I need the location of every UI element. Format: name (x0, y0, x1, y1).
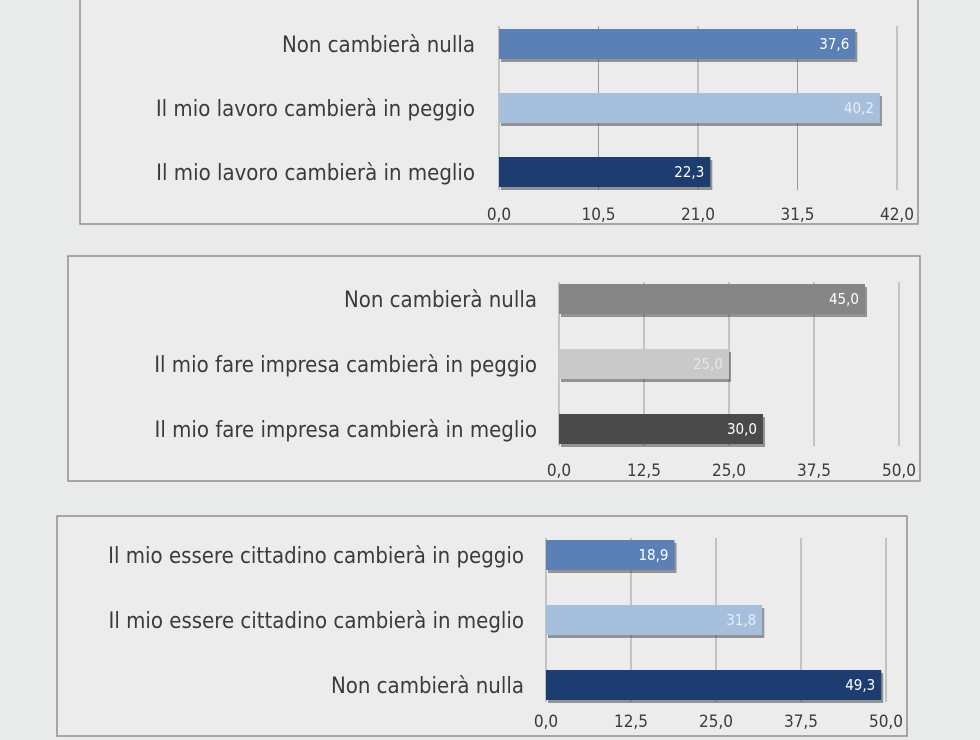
category-label: Il mio lavoro cambierà in meglio (156, 161, 475, 186)
bars: 37,6 40,2 22,3 (499, 29, 882, 190)
category-labels: Non cambierà nulla Il mio lavoro cambierà… (156, 33, 475, 186)
bar-value-label: 45,0 (829, 290, 859, 308)
chart-panel-cittadino: 18,9 31,8 49,3 Il mio essere cittadino cam… (56, 515, 908, 737)
bar-value-label: 30,0 (727, 420, 757, 438)
bar-value-label: 31,8 (726, 611, 756, 629)
bar-value-label: 18,9 (638, 546, 668, 564)
x-tick-label: 0,0 (547, 461, 571, 481)
bar (559, 284, 865, 314)
bar (559, 349, 729, 379)
bars: 45,0 25,0 30,0 (559, 284, 867, 447)
x-axis-ticks: 0,0 12,5 25,0 37,5 50,0 (534, 712, 903, 732)
x-axis-ticks: 0,0 10,5 21,0 31,5 42,0 (487, 205, 914, 225)
x-tick-label: 0,0 (487, 205, 511, 225)
bar-value-label: 40,2 (844, 99, 874, 117)
x-tick-label: 37,5 (797, 461, 831, 481)
category-labels: Non cambierà nulla Il mio fare impresa ca… (154, 288, 537, 443)
x-tick-label: 25,0 (712, 461, 746, 481)
category-label: Il mio essere cittadino cambierà in megl… (109, 609, 524, 634)
bar-value-label: 49,3 (845, 676, 875, 694)
x-tick-label: 42,0 (880, 205, 914, 225)
x-tick-label: 10,5 (581, 205, 615, 225)
bar (499, 157, 711, 187)
x-tick-label: 21,0 (681, 205, 715, 225)
x-tick-label: 37,5 (784, 712, 818, 732)
x-tick-label: 31,5 (780, 205, 814, 225)
category-label: Non cambierà nulla (331, 674, 524, 699)
bar (546, 540, 675, 570)
x-tick-label: 0,0 (534, 712, 558, 732)
bar (499, 93, 880, 123)
x-axis-ticks: 0,0 12,5 25,0 37,5 50,0 (547, 461, 916, 481)
x-tick-label: 12,5 (614, 712, 648, 732)
category-label: Il mio fare impresa cambierà in meglio (155, 418, 537, 443)
bar (559, 414, 763, 444)
chart-panel-impresa: 45,0 25,0 30,0 Non cambierà nulla Il mio fa… (67, 255, 921, 482)
bar (546, 605, 763, 635)
x-tick-label: 50,0 (882, 461, 916, 481)
x-tick-label: 12,5 (627, 461, 661, 481)
category-label: Non cambierà nulla (282, 33, 475, 58)
bar (546, 670, 882, 700)
bar-value-label: 22,3 (674, 163, 704, 181)
bar-value-label: 25,0 (693, 355, 723, 373)
chart-panel-lavoro: 37,6 40,2 22,3 Non cambierà nulla Il mio la… (79, 0, 919, 225)
x-tick-label: 25,0 (699, 712, 733, 732)
x-tick-label: 50,0 (869, 712, 903, 732)
category-label: Il mio fare impresa cambierà in peggio (154, 353, 537, 378)
bar (499, 29, 856, 59)
category-label: Il mio essere cittadino cambierà in pegg… (108, 544, 524, 569)
category-label: Non cambierà nulla (344, 288, 537, 313)
bar-value-label: 37,6 (819, 35, 849, 53)
category-labels: Il mio essere cittadino cambierà in pegg… (108, 544, 524, 699)
bars: 18,9 31,8 49,3 (546, 540, 884, 703)
category-label: Il mio lavoro cambierà in peggio (156, 97, 475, 122)
